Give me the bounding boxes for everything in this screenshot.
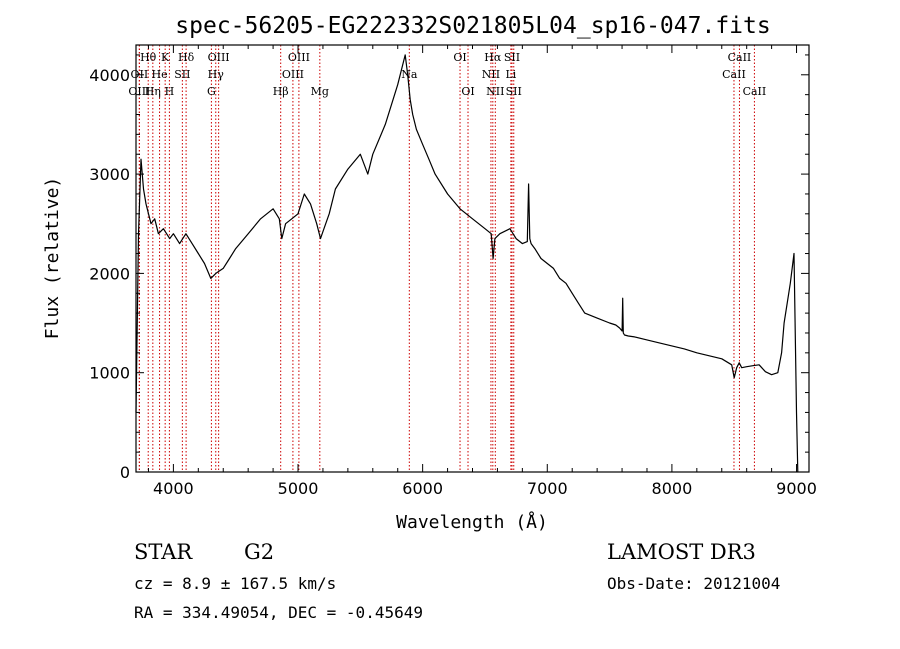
spectral-line-label: OIII [128,85,150,98]
spectral-line-label: OIII [282,68,304,81]
y-axis-ticks: 0 1000 2000 3000 4000 [89,54,809,482]
x-tick-label: 9000 [776,479,817,498]
spectrum-series-line [135,54,799,473]
spectral-line-label: He [152,68,168,81]
object-subclass: G2 [244,540,275,564]
spectral-line-label: Hθ [140,51,157,64]
chart-title: spec-56205-EG222332S021805L04_sp16-047.f… [175,13,770,39]
x-tick-label: 6000 [402,479,443,498]
spectral-line-label: Hη [145,85,161,98]
y-tick-label: 0 [120,463,130,482]
spectral-line-label: CaII [728,51,752,64]
spectral-line-label: OI [461,85,474,98]
x-tick-label: 8000 [652,479,693,498]
observation-date: Obs-Date: 20121004 [607,574,781,593]
spectral-line-label: G [207,85,216,98]
x-axis-label: Wavelength (Å) [396,511,548,533]
spectral-line-label: H [165,85,175,98]
spectral-line-label: K [161,51,170,64]
y-axis-label: Flux (relative) [42,177,63,340]
spectral-line-label: SII [504,51,520,64]
spectral-line-label: Mg [311,85,329,98]
x-tick-label: 5000 [278,479,319,498]
spectral-line-label: NII [482,68,500,81]
y-tick-label: 2000 [89,264,130,283]
spectral-line-label: OIII [288,51,310,64]
spectral-line-label: OI [453,51,466,64]
survey-label: LAMOST DR3 [607,540,756,564]
plot-frame [135,44,810,473]
y-tick-label: 1000 [89,364,130,383]
y-tick-label: 3000 [89,165,130,184]
spectral-line-label: SII [506,85,522,98]
x-tick-label: 7000 [527,479,568,498]
x-tick-label: 4000 [153,479,194,498]
spectral-line-label: CaII [722,68,746,81]
spectral-line-markers [138,45,755,472]
object-class: STAR [134,540,193,564]
spectral-line-label: Hα [484,51,502,64]
y-tick-label: 4000 [89,66,130,85]
spectral-line-label: CaII [743,85,767,98]
spectral-line-label: SII [174,68,190,81]
spectral-line-label: Hβ [273,85,289,98]
sky-coordinates: RA = 334.49054, DEC = -0.45649 [134,603,423,622]
redshift-velocity: cz = 8.9 ± 167.5 km/s [134,574,337,593]
spectral-line-label: Li [505,68,516,81]
x-axis-ticks: 4000 5000 6000 7000 8000 9000 [147,45,817,498]
spectral-line-label: Na [401,68,418,81]
spectral-line-label: Hγ [208,68,225,81]
spectral-line-label: Hδ [178,51,195,64]
spectral-line-label: NII [486,85,504,98]
spectral-line-label: OIII [208,51,230,64]
